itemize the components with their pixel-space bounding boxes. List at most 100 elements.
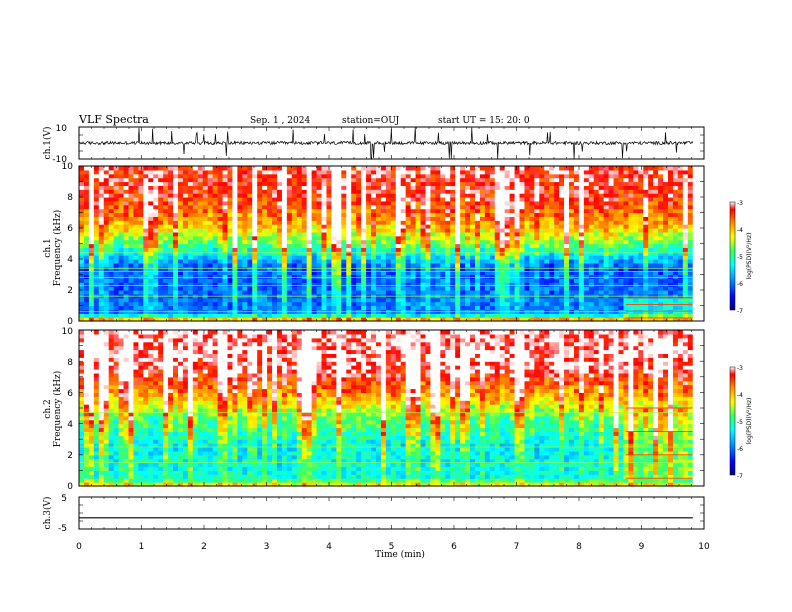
heatmap-cell bbox=[470, 231, 476, 237]
heatmap-cell bbox=[400, 166, 407, 171]
heatmap-cell bbox=[628, 197, 634, 202]
heatmap-cell bbox=[182, 185, 189, 190]
heatmap-cell bbox=[564, 228, 570, 233]
heatmap-cell bbox=[291, 290, 298, 295]
heatmap-cell bbox=[400, 274, 407, 279]
heatmap-cell bbox=[128, 282, 135, 287]
heatmap-cell bbox=[237, 197, 243, 202]
heatmap-cell bbox=[504, 193, 511, 198]
heatmap-cell bbox=[554, 166, 560, 171]
heatmap-cell bbox=[113, 286, 120, 291]
heatmap-cell bbox=[529, 189, 535, 194]
heatmap-cell bbox=[653, 224, 659, 229]
heatmap-cell bbox=[356, 181, 362, 186]
heatmap-cell bbox=[108, 297, 115, 303]
heatmap-cell bbox=[663, 259, 669, 264]
heatmap-cell bbox=[534, 317, 540, 322]
heatmap-cell bbox=[153, 297, 159, 303]
heatmap-cell bbox=[549, 282, 555, 287]
heatmap-cell bbox=[286, 231, 293, 237]
heatmap-cell bbox=[593, 166, 600, 171]
heatmap-cell bbox=[529, 247, 535, 252]
heatmap-cell bbox=[375, 231, 382, 237]
heatmap-cell bbox=[301, 278, 308, 283]
heatmap-cell bbox=[326, 255, 333, 260]
heatmap-cell bbox=[559, 297, 565, 303]
heatmap-cell bbox=[88, 290, 95, 295]
heatmap-cell bbox=[291, 200, 298, 206]
heatmap-cell bbox=[351, 189, 357, 194]
heatmap-cell bbox=[366, 317, 372, 322]
heatmap-cell bbox=[212, 231, 219, 237]
heatmap-cell bbox=[385, 270, 392, 276]
heatmap-cell bbox=[173, 189, 179, 194]
heatmap-cell bbox=[98, 173, 105, 179]
heatmap-cell bbox=[534, 216, 540, 221]
heatmap-cell bbox=[143, 204, 149, 210]
heatmap-cell bbox=[187, 185, 194, 190]
heatmap-cell bbox=[281, 251, 288, 256]
heatmap-cell bbox=[291, 262, 298, 268]
heatmap-cell bbox=[638, 278, 644, 283]
heatmap-cell bbox=[173, 212, 179, 217]
heatmap-cell bbox=[415, 262, 422, 268]
heatmap-cell bbox=[371, 224, 377, 229]
heatmap-cell bbox=[539, 270, 545, 276]
heatmap-cell bbox=[643, 262, 649, 268]
heatmap-cell bbox=[400, 216, 407, 221]
heatmap-cell bbox=[405, 235, 412, 241]
heatmap-cell bbox=[346, 301, 352, 307]
heatmap-cell bbox=[187, 274, 194, 279]
heatmap-cell bbox=[148, 274, 154, 279]
heatmap-cell bbox=[648, 297, 654, 303]
heatmap-cell bbox=[237, 193, 243, 198]
heatmap-cell bbox=[588, 204, 595, 210]
heatmap-cell bbox=[524, 204, 531, 210]
heatmap-cell bbox=[341, 274, 347, 279]
heatmap-cell bbox=[98, 208, 105, 214]
heatmap-cell bbox=[534, 204, 540, 210]
heatmap-cell bbox=[103, 270, 110, 276]
heatmap-cell bbox=[361, 197, 367, 202]
heatmap-cell bbox=[281, 224, 288, 229]
heatmap-cell bbox=[578, 262, 585, 268]
heatmap-cell bbox=[633, 216, 639, 221]
heatmap-cell bbox=[177, 266, 184, 272]
heatmap-cell bbox=[192, 224, 199, 229]
heatmap-cell bbox=[202, 216, 209, 221]
heatmap-cell bbox=[351, 235, 357, 241]
heatmap-cell bbox=[385, 262, 392, 268]
heatmap-cell bbox=[227, 189, 234, 194]
heatmap-cell bbox=[306, 286, 313, 291]
heatmap-cell bbox=[242, 301, 248, 307]
heatmap-cell bbox=[479, 189, 486, 194]
heatmap-cell bbox=[212, 239, 219, 245]
heatmap-cell bbox=[321, 177, 328, 183]
heatmap-cell bbox=[98, 216, 105, 221]
heatmap-cell bbox=[371, 243, 377, 248]
heatmap-cell bbox=[583, 181, 590, 186]
heatmap-cell bbox=[658, 266, 664, 272]
heatmap-cell bbox=[410, 177, 417, 183]
heatmap-cell bbox=[128, 224, 135, 229]
heatmap-cell bbox=[316, 274, 323, 279]
heatmap-cell bbox=[583, 231, 590, 237]
heatmap-cell bbox=[291, 251, 298, 256]
heatmap-cell bbox=[479, 166, 486, 171]
heatmap-cell bbox=[474, 259, 481, 264]
heatmap-cell bbox=[168, 282, 174, 287]
heatmap-cell bbox=[296, 235, 303, 241]
heatmap-cell bbox=[613, 235, 620, 241]
start-time-label: start UT = 15: 20: 0 bbox=[438, 116, 530, 126]
heatmap-cell bbox=[232, 266, 238, 272]
heatmap-cell bbox=[658, 290, 664, 295]
heatmap-cell bbox=[232, 197, 238, 202]
heatmap-cell bbox=[653, 173, 659, 179]
heatmap-cell bbox=[564, 255, 570, 260]
heatmap-cell bbox=[603, 228, 610, 233]
heatmap-cell bbox=[356, 290, 362, 295]
heatmap-cell bbox=[474, 166, 481, 171]
heatmap-cell bbox=[470, 220, 476, 225]
heatmap-cell bbox=[316, 278, 323, 283]
heatmap-cell bbox=[425, 270, 432, 276]
